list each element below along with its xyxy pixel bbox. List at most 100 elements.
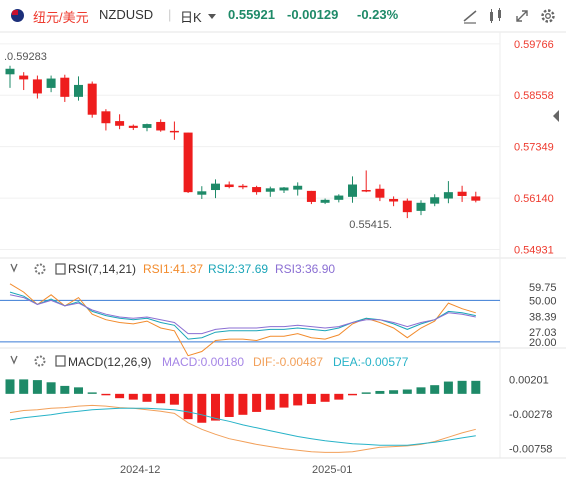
candle-body[interactable] (389, 198, 399, 202)
macd-tick-label: 0.00201 (509, 374, 549, 386)
macd-histogram-bar[interactable] (348, 393, 357, 396)
collapse-chevron-icon[interactable] (10, 263, 18, 273)
fullscreen-icon[interactable] (512, 6, 532, 26)
macd-histogram-bar[interactable] (60, 385, 70, 394)
candle-body[interactable] (402, 200, 412, 213)
macd-histogram-bar[interactable] (457, 380, 467, 394)
price-change: -0.00129 (287, 7, 339, 22)
candle-body[interactable] (293, 185, 303, 190)
candle-body[interactable] (87, 83, 97, 115)
candle-body[interactable] (252, 187, 262, 193)
macd-histogram-bar[interactable] (5, 379, 15, 394)
macd-settings-gear-icon[interactable] (34, 355, 46, 367)
macd-histogram-bar[interactable] (46, 382, 56, 394)
macd-histogram-bar[interactable] (128, 393, 138, 400)
rsi3-legend: RSI3:36.90 (275, 262, 335, 276)
interval-label[interactable]: 日K (180, 10, 202, 25)
macd-histogram-bar[interactable] (156, 393, 166, 404)
candle-body[interactable] (430, 197, 440, 204)
macd-histogram-bar[interactable] (265, 393, 275, 410)
macd-histogram-bar[interactable] (224, 393, 234, 417)
price-change-pct: -0.23% (357, 7, 399, 22)
macd-title: MACD(12,26,9) (68, 355, 151, 369)
macd-histogram-bar[interactable] (252, 393, 262, 412)
macd-histogram-bar[interactable] (74, 387, 83, 394)
candle-body[interactable] (142, 124, 152, 128)
macd-histogram-bar[interactable] (443, 381, 453, 394)
macd-histogram-bar[interactable] (361, 392, 371, 394)
dropdown-icon[interactable] (208, 14, 216, 19)
candle-body[interactable] (238, 185, 248, 188)
macd-histogram-bar[interactable] (32, 380, 42, 394)
macd-histogram-bar[interactable] (169, 393, 179, 405)
macd-histogram-bar[interactable] (238, 393, 248, 415)
indicator-icon[interactable] (486, 6, 506, 26)
candle-body[interactable] (348, 184, 357, 197)
macd-histogram-bar[interactable] (19, 379, 29, 394)
candle-body[interactable] (5, 68, 15, 75)
candle-body[interactable] (169, 130, 179, 133)
macd-histogram-bar[interactable] (430, 385, 440, 394)
candle-body[interactable] (32, 79, 42, 94)
macd-histogram-bar[interactable] (334, 393, 344, 400)
candle-body[interactable] (443, 192, 453, 199)
macd-histogram-bar[interactable] (402, 389, 412, 394)
macd-histogram-bar[interactable] (375, 390, 385, 394)
macd-histogram-bar[interactable] (115, 393, 125, 399)
macd-histogram-bar[interactable] (87, 392, 97, 394)
macd-histogram-bar[interactable] (293, 393, 303, 406)
candle-body[interactable] (265, 188, 275, 192)
macd-histogram-bar[interactable] (142, 393, 152, 402)
collapse-chevron-icon[interactable] (10, 355, 18, 365)
x-tick-label: 2025-01 (312, 464, 352, 476)
candle-body[interactable] (306, 190, 316, 202)
settings-gear-icon[interactable] (538, 6, 558, 26)
dif-legend: DIF:-0.00487 (253, 355, 323, 369)
candle-body[interactable] (156, 121, 166, 131)
scroll-arrow-icon[interactable] (553, 110, 559, 122)
candle-body[interactable] (211, 183, 220, 191)
candle-body[interactable] (128, 125, 138, 128)
rsi-settings-gear-icon[interactable] (34, 263, 46, 275)
macd-toggle-icon[interactable] (55, 355, 66, 367)
candle-body[interactable] (457, 191, 467, 196)
candle-body[interactable] (183, 132, 193, 193)
macd-histogram-bar[interactable] (183, 393, 193, 420)
candle-body[interactable] (197, 191, 207, 195)
candle-body[interactable] (224, 184, 234, 188)
rsi-line-rsi3 (9, 294, 476, 335)
candle-body[interactable] (46, 78, 56, 88)
symbol-label[interactable]: NZDUSD (99, 7, 154, 22)
macd-histogram-bar[interactable] (389, 390, 399, 394)
macd-histogram-bar[interactable] (306, 393, 316, 404)
rsi-toggle-icon[interactable] (55, 263, 66, 275)
candle-body[interactable] (19, 75, 29, 80)
candle-body[interactable] (279, 187, 289, 191)
macd-line-dif (9, 404, 476, 453)
high-price-annotation: .0.59283 (4, 51, 47, 63)
candle-body[interactable] (74, 84, 83, 97)
candle-body[interactable] (375, 188, 385, 198)
candle-body[interactable] (320, 199, 330, 203)
candle-body[interactable] (60, 77, 70, 97)
rsi1-legend: RSI1:41.37 (143, 262, 203, 276)
drawing-tool-icon[interactable] (460, 6, 480, 26)
candle-body[interactable] (471, 196, 481, 201)
candle-body[interactable] (101, 111, 111, 124)
macd-histogram-bar[interactable] (416, 387, 426, 394)
low-price-annotation: 0.55415. (349, 219, 392, 231)
macd-histogram-bar[interactable] (320, 393, 330, 402)
macd-histogram-bar[interactable] (211, 393, 220, 421)
macd-histogram-bar[interactable] (279, 393, 289, 408)
candle-body[interactable] (115, 121, 125, 126)
macd-histogram-bar[interactable] (197, 393, 207, 423)
last-price: 0.55921 (228, 7, 275, 22)
macd-legend: MACD:0.00180 (162, 355, 244, 369)
candle-body[interactable] (361, 190, 371, 192)
macd-histogram-bar[interactable] (101, 393, 111, 396)
candle-body[interactable] (416, 202, 426, 211)
macd-histogram-bar[interactable] (471, 380, 481, 394)
rsi-tick-label: 50.00 (529, 295, 557, 307)
candle-body[interactable] (334, 195, 344, 200)
